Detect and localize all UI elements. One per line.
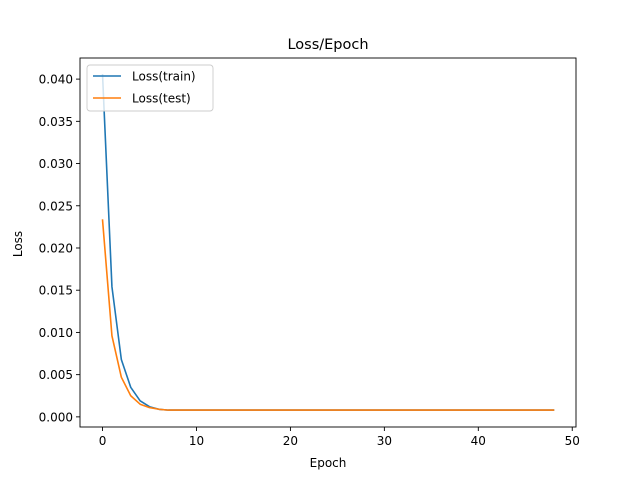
y-tick-label: 0.015 [39,284,73,298]
y-tick-label: 0.010 [39,326,73,340]
x-tick-label: 50 [565,434,580,448]
x-tick-label: 0 [99,434,107,448]
series-line-test [101,219,555,411]
series-layer [101,74,555,411]
y-axis: 0.000 0.005 0.010 0.015 0.020 0.025 0.030 0.035… [39,73,80,424]
y-tick-label: 0.030 [39,157,73,171]
plot-frame [79,57,577,428]
x-axis: 0 10 20 30 40 50 [99,427,580,448]
y-tick-label: 0.035 [39,115,73,129]
y-tick-label: 0.005 [39,368,73,382]
y-tick-label: 0.040 [39,73,73,87]
legend-label-train: Loss(train) [132,70,196,84]
x-tick-label: 10 [189,434,204,448]
y-tick-label: 0.000 [39,410,73,424]
legend-label-test: Loss(test) [132,92,191,106]
legend: Loss(train) Loss(test) [86,64,214,112]
x-tick-label: 30 [377,434,392,448]
y-tick-label: 0.025 [39,199,73,213]
series-line-train [101,74,555,411]
x-axis-label: Epoch [310,456,347,470]
y-axis-label: Loss [11,231,25,257]
y-tick-label: 0.020 [39,241,73,255]
x-tick-label: 20 [283,434,298,448]
chart-title: Loss/Epoch [287,37,368,53]
x-tick-label: 40 [471,434,486,448]
